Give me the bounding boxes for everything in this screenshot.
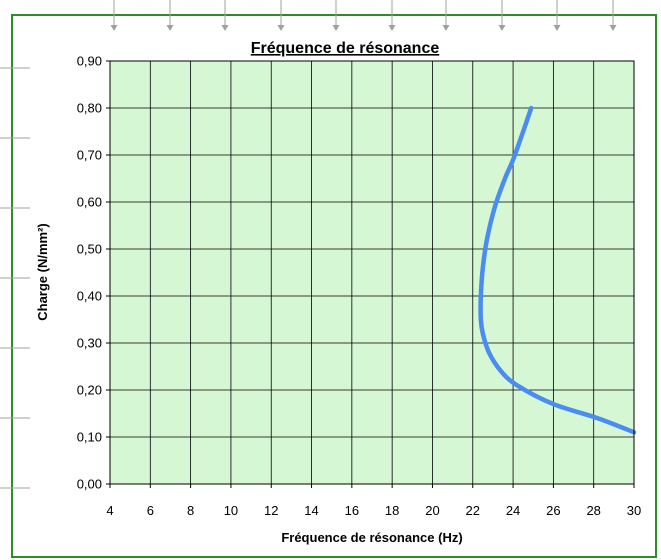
guide-arrow-head: [166, 25, 174, 31]
guide-arrow-head: [110, 25, 118, 31]
y-tick-label: 0,10: [77, 430, 102, 445]
guide-arrow-head: [498, 25, 506, 31]
chart-title: Fréquence de résonance: [251, 40, 440, 57]
y-tick-label: 0,90: [77, 54, 102, 69]
series-group: [478, 105, 637, 435]
guide-arrow-head: [332, 25, 340, 31]
y-tick-label: 0,40: [77, 289, 102, 304]
y-axis-label: Charge (N/mm²): [35, 223, 50, 321]
guide-arrow-head: [609, 25, 617, 31]
x-tick-label: 10: [224, 503, 238, 518]
x-tick-label: 4: [106, 503, 113, 518]
guide-arrow-head: [442, 25, 450, 31]
x-tick-label: 8: [187, 503, 194, 518]
y-tick-label: 0,80: [77, 101, 102, 116]
x-tick-label: 24: [506, 503, 520, 518]
x-tick-label: 20: [425, 503, 439, 518]
y-tick-label: 0,60: [77, 195, 102, 210]
y-tick-label: 0,30: [77, 336, 102, 351]
y-tick-label: 0,00: [77, 477, 102, 492]
y-tick-label: 0,70: [77, 148, 102, 163]
x-tick-label: 30: [627, 503, 641, 518]
y-tick-label: 0,20: [77, 383, 102, 398]
x-axis-label: Fréquence de résonance (Hz): [281, 530, 462, 545]
x-tick-label: 14: [304, 503, 318, 518]
x-tick-label: 26: [546, 503, 560, 518]
x-tick-label: 12: [264, 503, 278, 518]
y-tick-labels: 0,00 0,10 0,20 0,30 0,40 0,50 0,60 0,70 0,80 0,90: [77, 54, 102, 492]
x-tick-labels: 4 6 8 10 12 14 16 18 20 22 24 26 28 30: [106, 503, 641, 518]
x-tick-label: 28: [586, 503, 600, 518]
x-tick-label: 6: [147, 503, 154, 518]
y-tick-label: 0,50: [77, 242, 102, 257]
plot-area: [110, 61, 634, 484]
guide-ticks-left: [0, 67, 30, 489]
guide-arrow-head: [221, 25, 229, 31]
guide-arrows-top: [110, 0, 617, 31]
guide-arrow-head: [553, 25, 561, 31]
x-tick-label: 16: [345, 503, 359, 518]
x-tick-label: 18: [385, 503, 399, 518]
guide-arrow-head: [277, 25, 285, 31]
guide-arrow-head: [388, 25, 396, 31]
x-tick-label: 22: [466, 503, 480, 518]
plot-border: [109, 60, 635, 485]
series-line: [478, 105, 637, 435]
